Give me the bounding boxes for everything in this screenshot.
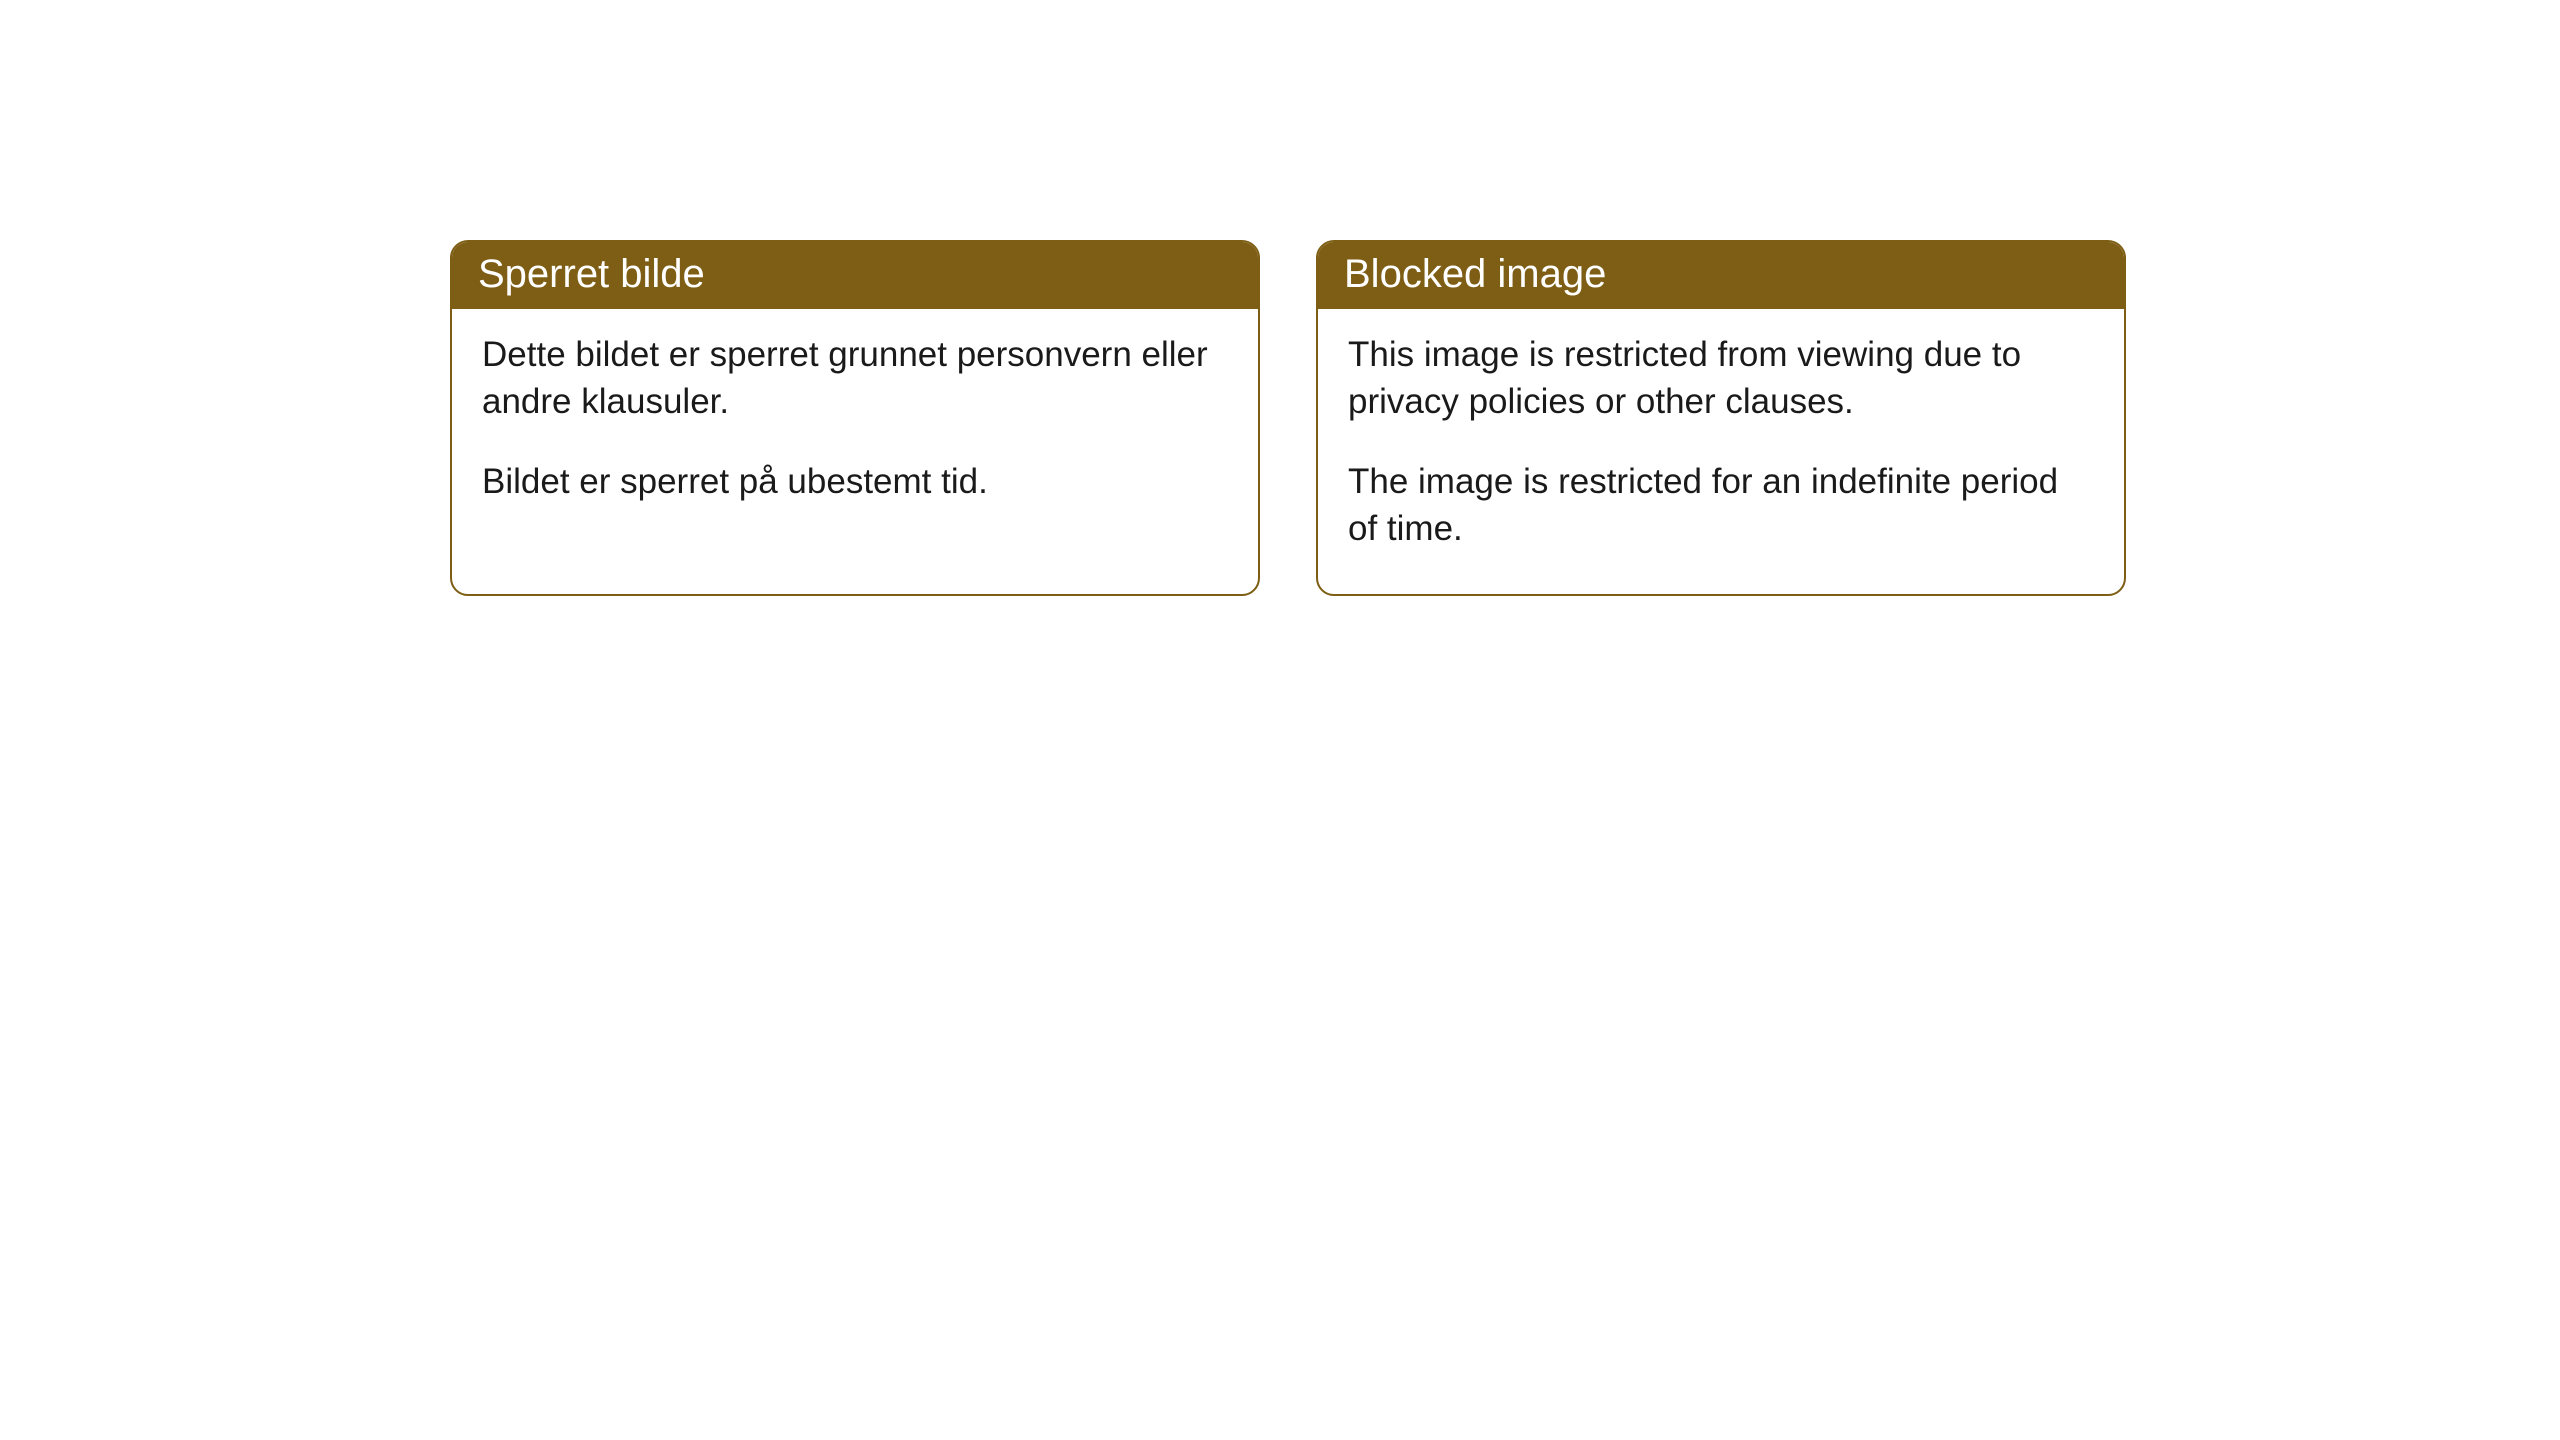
card-title-en: Blocked image: [1344, 252, 1606, 296]
blocked-image-card-no: Sperret bilde Dette bildet er sperret gr…: [450, 240, 1260, 596]
card-title-no: Sperret bilde: [478, 252, 705, 296]
card-body-no: Dette bildet er sperret grunnet personve…: [452, 309, 1258, 547]
card-text-no-2: Bildet er sperret på ubestemt tid.: [482, 458, 1228, 505]
blocked-image-card-en: Blocked image This image is restricted f…: [1316, 240, 2126, 596]
card-header-en: Blocked image: [1318, 242, 2124, 309]
card-text-en-2: The image is restricted for an indefinit…: [1348, 458, 2094, 553]
card-text-en-1: This image is restricted from viewing du…: [1348, 331, 2094, 426]
card-header-no: Sperret bilde: [452, 242, 1258, 309]
card-text-no-1: Dette bildet er sperret grunnet personve…: [482, 331, 1228, 426]
notice-cards-container: Sperret bilde Dette bildet er sperret gr…: [450, 240, 2126, 596]
card-body-en: This image is restricted from viewing du…: [1318, 309, 2124, 594]
